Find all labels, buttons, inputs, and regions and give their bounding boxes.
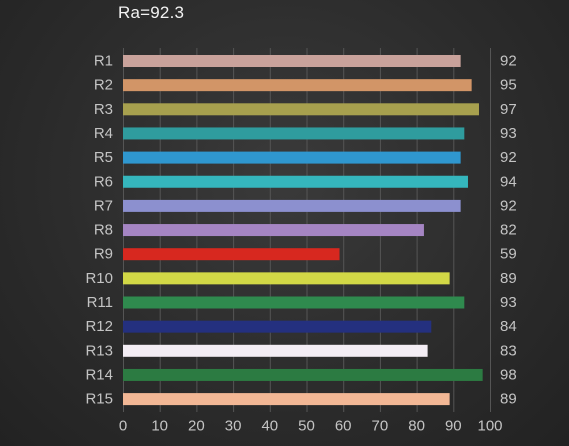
category-label: R15 — [85, 391, 113, 408]
category-label: R1 — [94, 53, 113, 70]
value-label: 98 — [500, 366, 517, 383]
bar-r11 — [123, 296, 465, 309]
x-tick-label: 40 — [261, 418, 278, 435]
x-tick-label: 100 — [477, 418, 502, 435]
bar-r1 — [123, 55, 461, 67]
bar-r7 — [123, 199, 461, 212]
value-label: 93 — [500, 125, 517, 142]
category-label: R3 — [94, 101, 113, 118]
bar-r15 — [123, 393, 450, 406]
value-label: 95 — [500, 77, 517, 94]
x-tick-label: 30 — [225, 418, 242, 435]
category-label: R7 — [94, 197, 113, 214]
category-label: R6 — [94, 173, 113, 190]
bar-r12 — [123, 320, 432, 333]
value-label: 92 — [500, 197, 517, 214]
category-label: R13 — [85, 342, 113, 359]
bar-r4 — [123, 127, 465, 140]
x-tick-label: 10 — [151, 418, 168, 435]
bar-r13 — [123, 344, 428, 357]
x-tick-label: 90 — [445, 418, 462, 435]
value-label: 97 — [500, 101, 517, 118]
value-label: 84 — [500, 318, 517, 335]
category-label: R2 — [94, 77, 113, 94]
category-label: R12 — [85, 318, 113, 335]
category-label: R8 — [94, 222, 113, 239]
bar-r2 — [123, 79, 472, 92]
category-label: R14 — [85, 366, 113, 383]
value-label: 93 — [500, 294, 517, 311]
bar-r5 — [123, 151, 461, 164]
value-label: 92 — [500, 149, 517, 166]
x-tick-label: 60 — [335, 418, 352, 435]
x-tick-label: 50 — [298, 418, 315, 435]
x-tick-label: 0 — [119, 418, 127, 435]
x-tick-label: 70 — [372, 418, 389, 435]
bar-r14 — [123, 368, 483, 381]
x-tick-label: 80 — [408, 418, 425, 435]
value-label: 89 — [500, 270, 517, 287]
value-label: 89 — [500, 391, 517, 408]
category-label: R9 — [94, 246, 113, 263]
bar-r8 — [123, 224, 424, 237]
bar-r9 — [123, 248, 340, 261]
value-label: 83 — [500, 342, 517, 359]
category-label: R4 — [94, 125, 113, 142]
bar-r3 — [123, 103, 479, 116]
value-label: 59 — [500, 246, 517, 263]
chart-title: Ra=92.3 — [118, 3, 185, 22]
category-label: R11 — [87, 294, 113, 311]
x-tick-label: 20 — [188, 418, 205, 435]
value-label: 82 — [500, 222, 517, 239]
value-label: 92 — [500, 53, 517, 70]
category-label: R10 — [85, 270, 113, 287]
value-label: 94 — [500, 173, 517, 190]
bar-r10 — [123, 272, 450, 285]
category-label: R5 — [94, 149, 113, 166]
bar-r6 — [123, 175, 468, 188]
